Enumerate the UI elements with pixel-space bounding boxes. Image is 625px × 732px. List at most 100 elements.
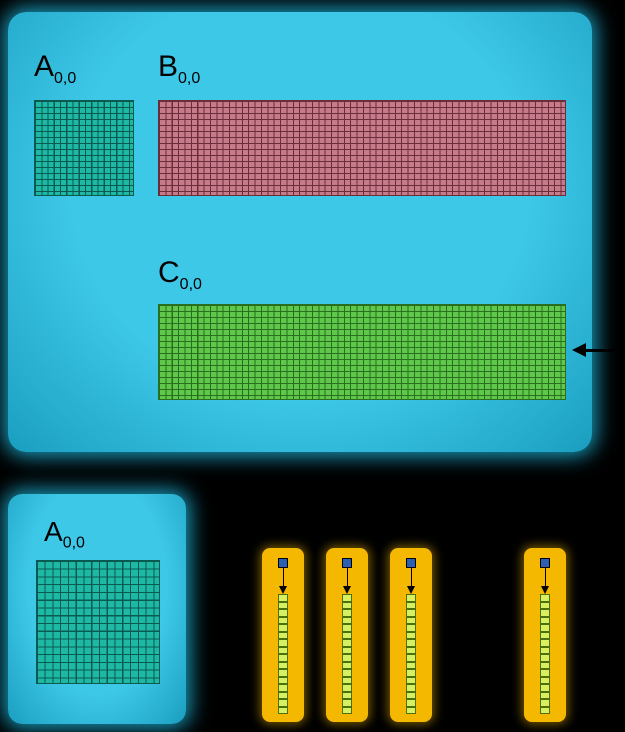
stack-cell (342, 699, 352, 707)
stack-cell (342, 707, 352, 715)
stack-cell (342, 692, 352, 700)
label-a2-text: A (44, 516, 63, 547)
arrow-down-shaft (347, 568, 348, 586)
matrix-b-label: B0,0 (158, 50, 200, 88)
stack-cell (342, 624, 352, 632)
stack-cell (406, 654, 416, 662)
stack-cell (278, 654, 288, 662)
stack-cell (342, 632, 352, 640)
matrix-a-grid-2 (36, 560, 160, 684)
stack-cell (540, 699, 550, 707)
arrow-down-head-icon (343, 586, 351, 594)
register-cube (278, 558, 288, 568)
stack-cell (342, 594, 352, 602)
register-cube (342, 558, 352, 568)
stack-cell (278, 617, 288, 625)
register-cube (540, 558, 550, 568)
arrow-down-head-icon (541, 586, 549, 594)
stack-cell (406, 669, 416, 677)
thread-column (524, 548, 566, 722)
stack-cell (406, 647, 416, 655)
arrow-down-shaft (545, 568, 546, 586)
stack-cell (278, 662, 288, 670)
arrow-down-shaft (283, 568, 284, 586)
matrix-a-label: A0,0 (34, 50, 76, 88)
stack-cell (406, 699, 416, 707)
stack-cell (342, 684, 352, 692)
stack-cell (278, 677, 288, 685)
thread-column (390, 548, 432, 722)
stack-cell (540, 654, 550, 662)
stack-cell (342, 609, 352, 617)
label-a-sub: 0,0 (54, 70, 76, 87)
stack-cell (342, 677, 352, 685)
stack-cell (406, 632, 416, 640)
stack-cell (342, 617, 352, 625)
matrix-b-grid (158, 100, 566, 196)
stack-cell (342, 647, 352, 655)
stack-cell (540, 677, 550, 685)
stack-cell (540, 594, 550, 602)
stack-cell (278, 594, 288, 602)
label-b-sub: 0,0 (178, 70, 200, 87)
stack-cell (540, 609, 550, 617)
stack-cell (278, 692, 288, 700)
stack-cell (278, 669, 288, 677)
stack-cell (540, 624, 550, 632)
stack-cell (342, 654, 352, 662)
stack-cell (406, 707, 416, 715)
thread-column (326, 548, 368, 722)
stack-cell (342, 602, 352, 610)
arrow-down-shaft (411, 568, 412, 586)
stack-cell (278, 639, 288, 647)
stack-cell (406, 677, 416, 685)
accumulator-stack (342, 594, 352, 714)
stack-cell (540, 647, 550, 655)
stack-cell (540, 707, 550, 715)
stack-cell (342, 639, 352, 647)
matrix-a-label-2: A0,0 (44, 516, 85, 553)
stack-cell (540, 684, 550, 692)
stack-cell (406, 639, 416, 647)
stack-cell (406, 617, 416, 625)
pointer-arrow (572, 343, 618, 357)
stack-cell (540, 632, 550, 640)
matrix-c-grid (158, 304, 566, 400)
stack-cell (406, 624, 416, 632)
label-c-sub: 0,0 (180, 276, 202, 293)
stack-cell (406, 662, 416, 670)
register-cube (406, 558, 416, 568)
stack-cell (540, 662, 550, 670)
accumulator-stack (406, 594, 416, 714)
label-a2-sub: 0,0 (63, 535, 85, 552)
matrix-c-label: C0,0 (158, 256, 202, 294)
stack-cell (278, 602, 288, 610)
thread-column (262, 548, 304, 722)
label-c-text: C (158, 256, 180, 289)
accumulator-stack (278, 594, 288, 714)
stack-cell (278, 632, 288, 640)
stack-cell (278, 707, 288, 715)
stack-cell (278, 699, 288, 707)
label-a-text: A (34, 50, 54, 83)
stack-cell (540, 692, 550, 700)
accumulator-stack (540, 594, 550, 714)
stack-cell (540, 639, 550, 647)
matrix-a-grid (34, 100, 134, 196)
stack-cell (406, 692, 416, 700)
stack-cell (406, 684, 416, 692)
stack-cell (540, 669, 550, 677)
stack-cell (540, 602, 550, 610)
stack-cell (342, 662, 352, 670)
stack-cell (278, 624, 288, 632)
arrow-down-head-icon (279, 586, 287, 594)
stack-cell (406, 602, 416, 610)
stack-cell (540, 617, 550, 625)
stack-cell (342, 669, 352, 677)
stack-cell (278, 609, 288, 617)
stack-cell (278, 684, 288, 692)
stack-cell (406, 609, 416, 617)
arrow-down-head-icon (407, 586, 415, 594)
stack-cell (278, 647, 288, 655)
label-b-text: B (158, 50, 178, 83)
